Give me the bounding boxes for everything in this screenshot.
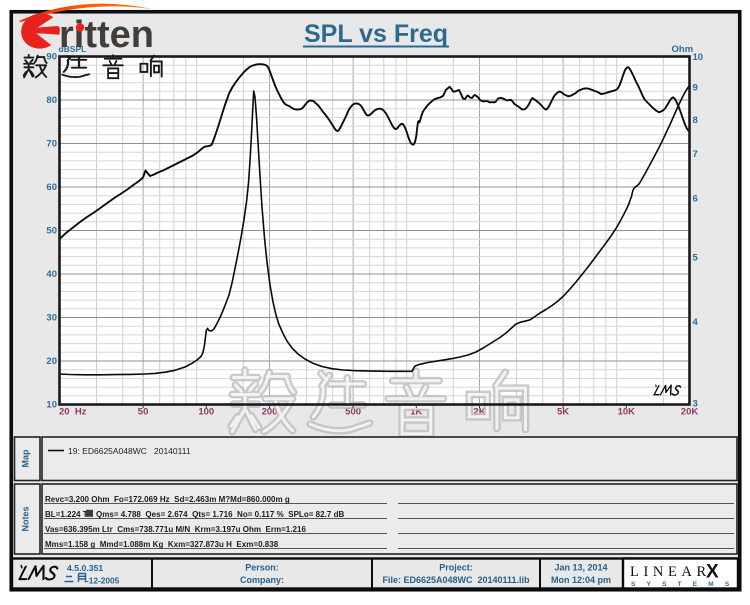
svg-text:40: 40	[46, 269, 57, 280]
svg-text:2K: 2K	[473, 407, 485, 418]
svg-text:3: 3	[693, 398, 698, 409]
svg-text:Map: Map	[21, 449, 31, 468]
svg-text:7: 7	[693, 149, 698, 160]
svg-text:50: 50	[138, 407, 149, 418]
svg-text:500: 500	[345, 407, 361, 418]
svg-text:Mon 12:04 pm: Mon 12:04 pm	[551, 575, 611, 585]
svg-text:60: 60	[46, 182, 57, 193]
svg-text:10: 10	[693, 52, 704, 63]
svg-text:19: ED6625A048WC 20140111: 19: ED6625A048WC 20140111	[68, 446, 191, 456]
svg-text:10K: 10K	[618, 407, 636, 418]
svg-text:File: ED6625A048WC 20140111.l: File: ED6625A048WC 20140111.lib	[382, 575, 530, 585]
svg-text:LINEAR: LINEAR	[630, 564, 711, 580]
svg-text:5K: 5K	[557, 407, 569, 418]
svg-text:10: 10	[46, 400, 57, 411]
svg-text:6: 6	[693, 193, 698, 204]
svg-text:5: 5	[693, 252, 699, 263]
svg-text:-12-2005: -12-2005	[86, 576, 120, 586]
svg-text:90: 90	[46, 52, 57, 63]
svg-text:Company:: Company:	[240, 575, 284, 585]
svg-text:200: 200	[262, 407, 278, 418]
svg-text:30: 30	[46, 313, 57, 324]
svg-text:BL=1.224 T: BL=1.224 T	[45, 510, 88, 519]
svg-text:Qms= 4.788 Qes= 2.674 Qts= 1: Qms= 4.788 Qes= 2.674 Qts= 1.716 No= 0.1…	[96, 510, 344, 519]
svg-text:SPL vs Freq: SPL vs Freq	[304, 20, 448, 48]
svg-text:Revc=3.200 Ohm Fo=172.069 Hz: Revc=3.200 Ohm Fo=172.069 Hz Sd=2.463m M…	[45, 495, 290, 504]
svg-text:4: 4	[693, 317, 699, 328]
svg-text:9: 9	[693, 82, 698, 93]
svg-text:Vas=636.395m Ltr Cms=738.771u: Vas=636.395m Ltr Cms=738.771u M/N Krm=3.…	[45, 525, 306, 534]
svg-text:Project:: Project:	[439, 563, 473, 573]
svg-text:dBSPL: dBSPL	[59, 44, 87, 54]
svg-text:100: 100	[198, 407, 214, 418]
svg-text:ritten: ritten	[59, 14, 154, 56]
svg-text:Person:: Person:	[245, 563, 279, 573]
svg-text:80: 80	[46, 95, 57, 106]
svg-text:Notes: Notes	[21, 506, 31, 531]
svg-text:20 Hz: 20 Hz	[59, 407, 87, 418]
svg-text:X: X	[706, 562, 719, 583]
svg-text:50: 50	[46, 226, 57, 237]
svg-text:SYSTEMS: SYSTEMS	[631, 581, 740, 588]
svg-text:Jan 13, 2014: Jan 13, 2014	[554, 563, 607, 573]
svg-text:8: 8	[693, 115, 698, 126]
svg-text:4.5.0.351: 4.5.0.351	[67, 563, 103, 573]
svg-text:20: 20	[46, 356, 57, 367]
svg-text:Ohm: Ohm	[672, 44, 694, 55]
svg-text:1K: 1K	[410, 407, 422, 418]
svg-text:70: 70	[46, 139, 57, 150]
svg-text:20K: 20K	[681, 407, 699, 418]
svg-text:Mms=1.158 g Mmd=1.088m Kg Kx: Mms=1.158 g Mmd=1.088m Kg Kxm=327.873u H…	[45, 540, 279, 549]
